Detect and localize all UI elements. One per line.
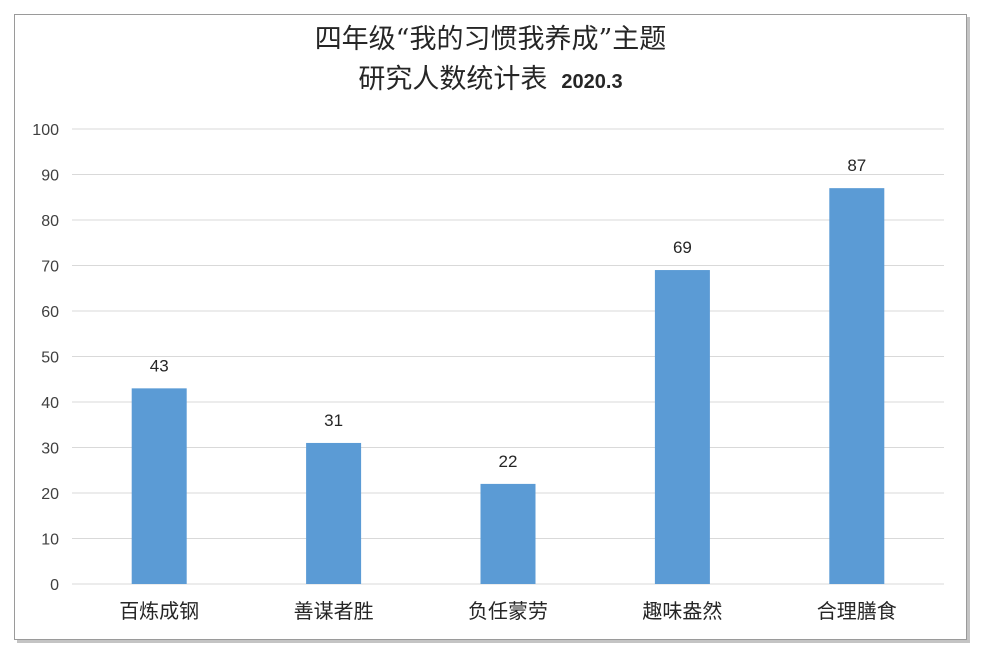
bar	[829, 188, 885, 584]
chart-title-line1: 四年级“我的习惯我养成”主题	[314, 24, 667, 55]
x-category-label: 趣味盎然	[642, 599, 722, 623]
y-tick-label: 70	[41, 259, 59, 276]
chart-date: 2020.3	[561, 71, 623, 93]
y-tick-label: 50	[41, 350, 59, 367]
bar	[480, 483, 536, 584]
y-tick-label: 90	[41, 168, 59, 185]
bar	[131, 388, 187, 584]
chart-subtitle: 研究人数统计表	[358, 64, 548, 95]
chart-title-line2: 研究人数统计表 2020.3	[0, 60, 981, 102]
bar	[306, 442, 362, 584]
y-axis: 0 10 20 30 40 50 60 70 80 90 100	[32, 122, 59, 594]
y-tick-label: 30	[41, 441, 59, 458]
y-tick-label: 20	[41, 486, 59, 503]
y-tick-label: 100	[32, 122, 59, 139]
y-tick-label: 60	[41, 304, 59, 321]
x-category-label: 善谋者胜	[294, 599, 374, 623]
x-category-label: 百炼成钢	[119, 599, 199, 623]
y-tick-label: 40	[41, 395, 59, 412]
x-axis: 百炼成钢 善谋者胜 负任蒙劳 趣味盎然 合理膳食	[119, 599, 897, 623]
bar	[654, 270, 710, 584]
bar-data-label: 87	[847, 156, 866, 175]
bars	[131, 188, 885, 584]
y-tick-label: 80	[41, 213, 59, 230]
x-category-label: 负任蒙劳	[468, 599, 548, 623]
data-labels: 43 31 22 69 87	[150, 156, 867, 471]
bar-data-label: 31	[324, 411, 343, 430]
x-category-label: 合理膳食	[817, 599, 897, 623]
y-tick-label: 0	[50, 577, 59, 594]
bar-data-label: 22	[499, 452, 518, 471]
chart-title: 四年级“我的习惯我养成”主题 研究人数统计表 2020.3	[0, 20, 981, 102]
bar-data-label: 69	[673, 238, 692, 257]
y-tick-label: 10	[41, 532, 59, 549]
bar-data-label: 43	[150, 356, 169, 375]
